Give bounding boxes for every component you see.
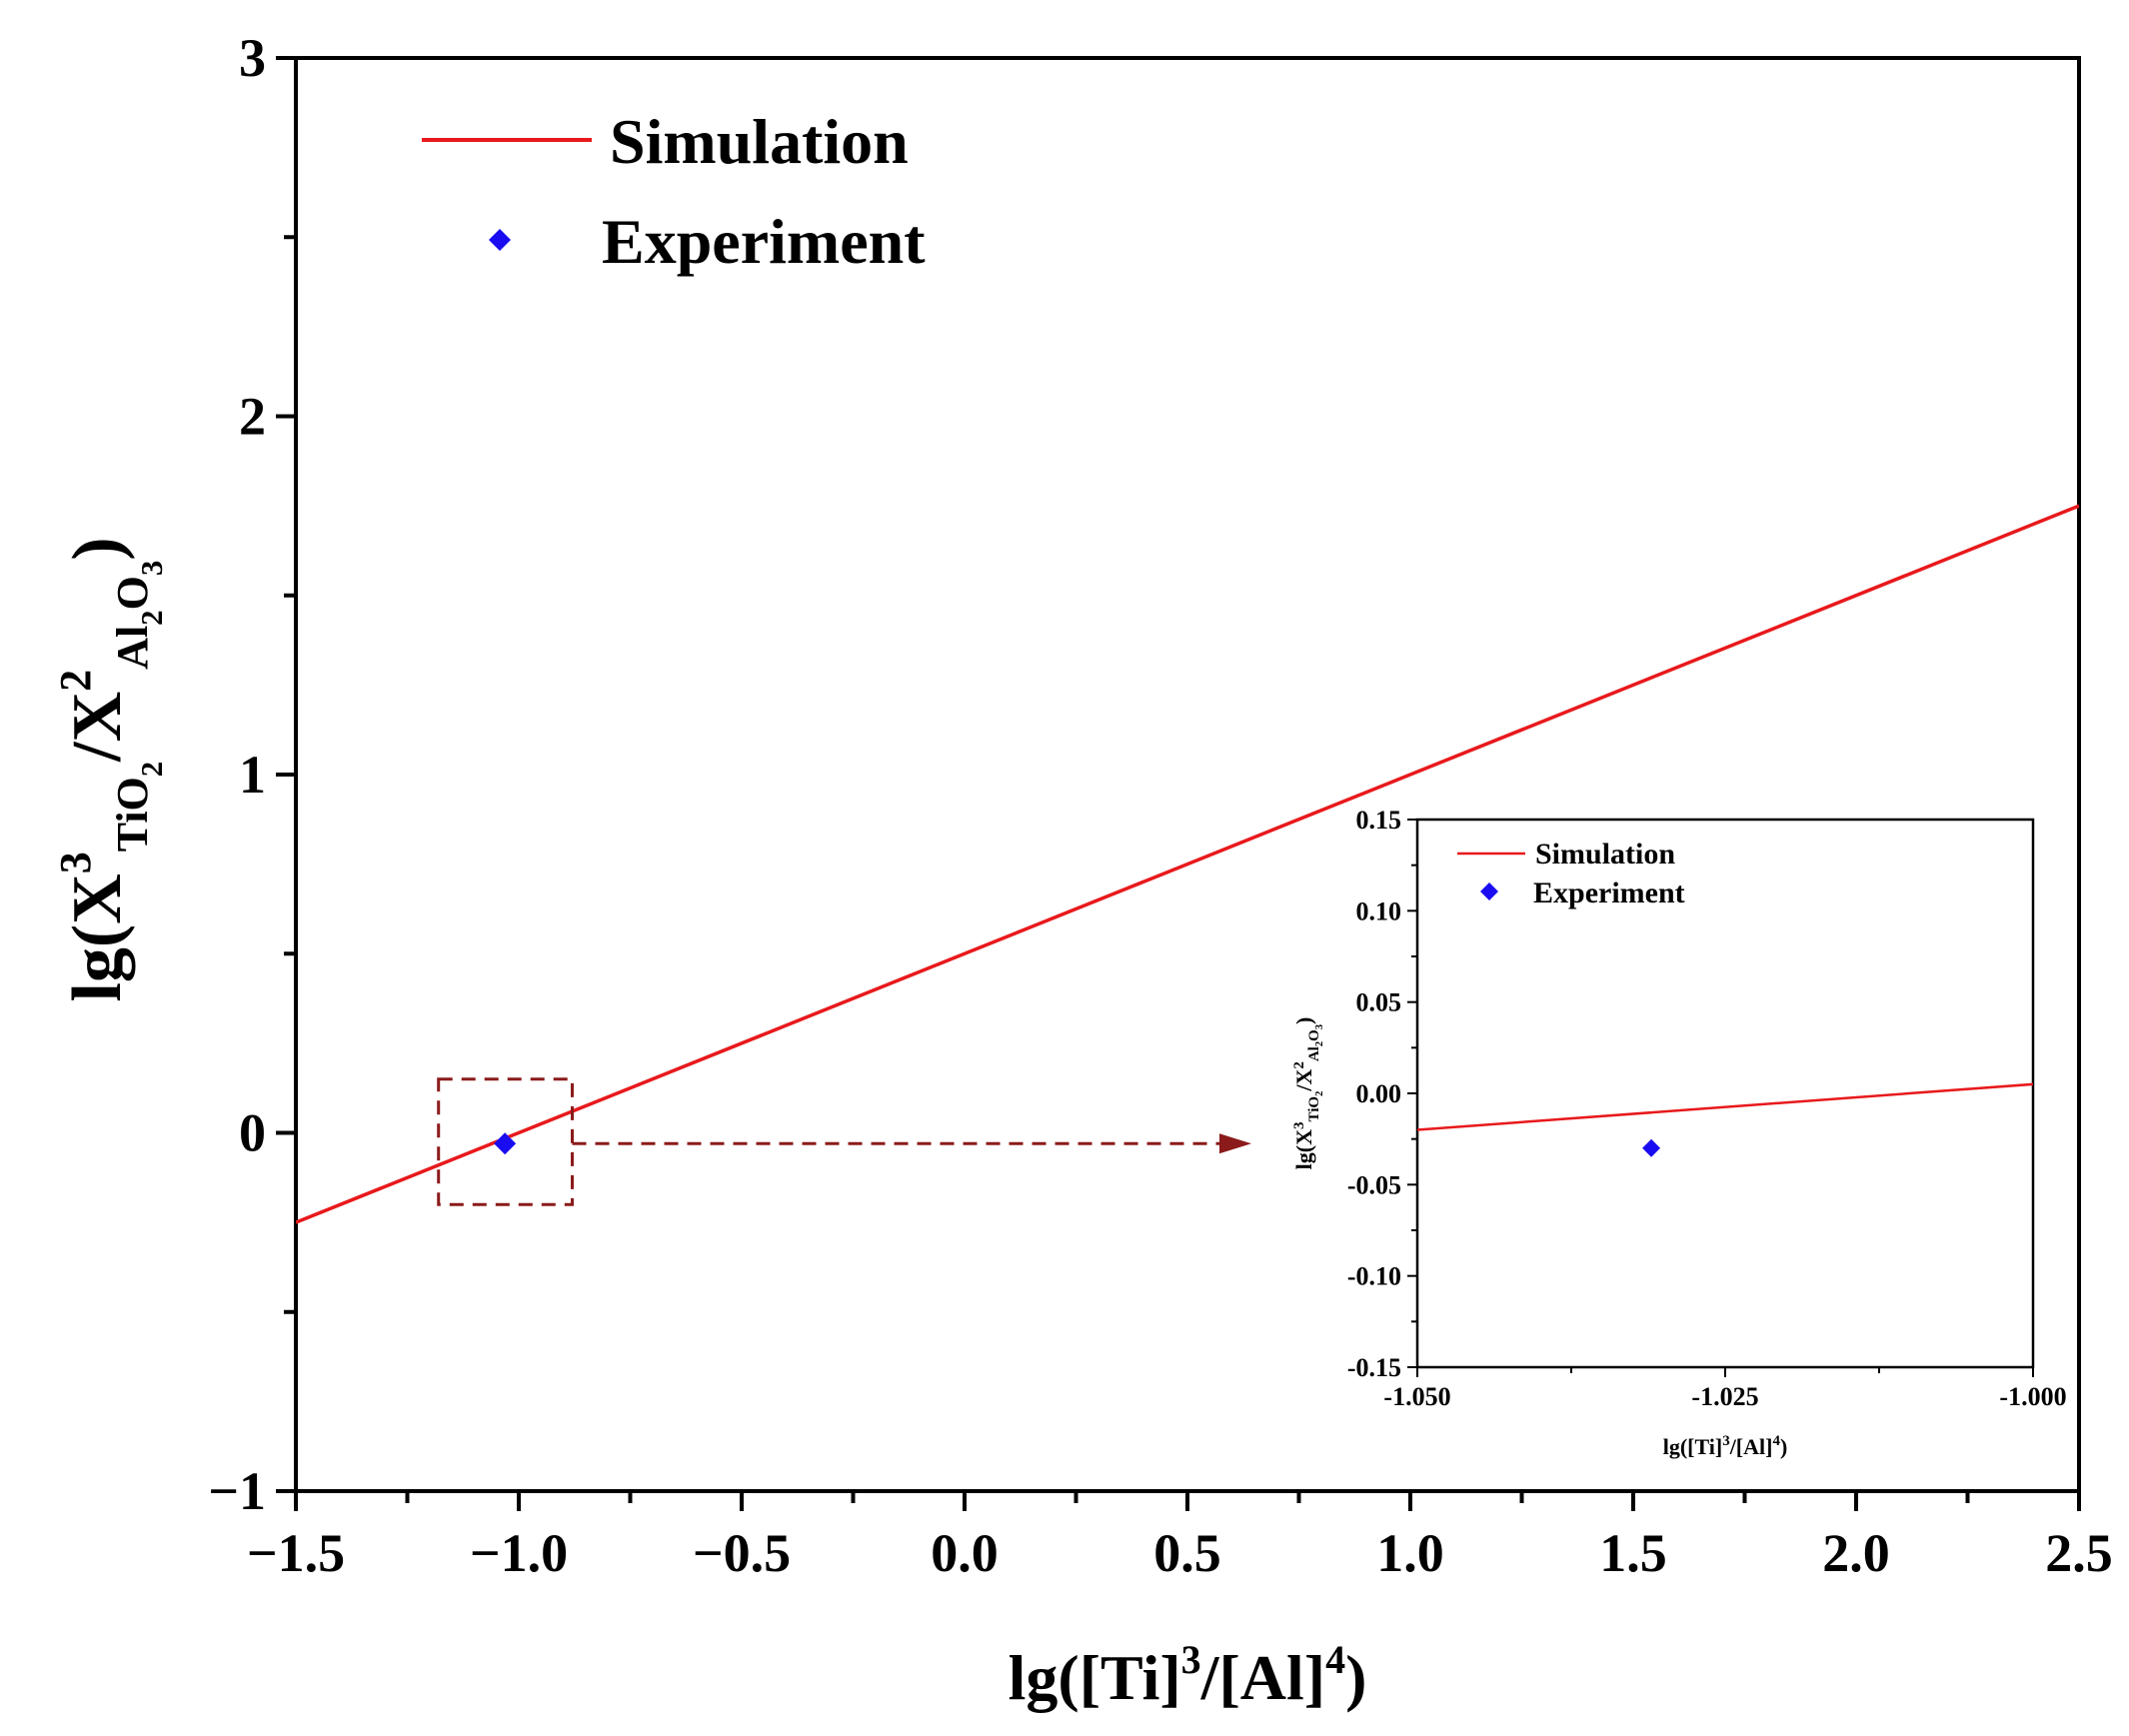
inset-y-tick-label: 0.15 xyxy=(1356,806,1402,835)
inset-legend-simulation-label: Simulation xyxy=(1535,838,1675,870)
experiment-point xyxy=(494,1132,517,1155)
y-tick-label: 2 xyxy=(239,387,266,447)
x-tick-label: 0.0 xyxy=(931,1523,999,1583)
legend-experiment-label: Experiment xyxy=(602,206,926,277)
inset-experiment-point xyxy=(1642,1138,1661,1157)
inset-x-tick-label: -1.050 xyxy=(1383,1382,1450,1411)
y-tick-label: −1 xyxy=(208,1461,266,1521)
inset-legend-experiment-swatch xyxy=(1480,882,1498,900)
x-tick-label: 2.5 xyxy=(2045,1523,2113,1583)
x-tick-label: 1.5 xyxy=(1599,1523,1667,1583)
x-axis-label: lg([Ti]3/[Al]4) xyxy=(1009,1637,1367,1713)
inset-y-tick-label: -0.15 xyxy=(1347,1353,1401,1382)
inset-y-tick-label: -0.05 xyxy=(1347,1170,1401,1199)
inset-x-tick-label: -1.025 xyxy=(1691,1382,1758,1411)
zoom-arrow-head xyxy=(1219,1133,1251,1154)
inset-y-axis-label: lg(X3TiO2/X2Al2O3) xyxy=(1291,1017,1325,1170)
y-tick-label: 3 xyxy=(239,28,266,88)
legend-simulation-label: Simulation xyxy=(610,106,909,177)
x-tick-label: 2.0 xyxy=(1822,1523,1890,1583)
legend-experiment-swatch xyxy=(489,229,511,251)
x-tick-label: −1.5 xyxy=(247,1523,345,1583)
x-tick-label: −1.0 xyxy=(470,1523,568,1583)
y-tick-label: 0 xyxy=(239,1103,266,1163)
zoom-box xyxy=(437,1077,575,1206)
inset-y-tick-label: 0.10 xyxy=(1356,896,1402,925)
inset-simulation-line xyxy=(1417,1082,2033,1131)
x-tick-label: 1.0 xyxy=(1376,1523,1444,1583)
inset-plot-frame xyxy=(1415,818,2035,1369)
y-tick-label: 1 xyxy=(239,745,266,805)
inset-y-tick-label: 0.00 xyxy=(1356,1079,1402,1108)
inset-y-tick-label: 0.05 xyxy=(1356,988,1402,1017)
y-axis-label: lg(X3TiO2/X2Al2O3) xyxy=(51,537,169,1001)
inset-legend-experiment-label: Experiment xyxy=(1533,876,1685,909)
x-tick-label: 0.5 xyxy=(1153,1523,1221,1583)
x-tick-label: −0.5 xyxy=(693,1523,791,1583)
simulation-line xyxy=(296,504,2079,1224)
inset-y-tick-label: -0.10 xyxy=(1347,1262,1401,1291)
inset-x-tick-label: -1.000 xyxy=(1999,1382,2066,1411)
inset-x-axis-label: lg([Ti]3/[Al]4) xyxy=(1663,1433,1788,1459)
